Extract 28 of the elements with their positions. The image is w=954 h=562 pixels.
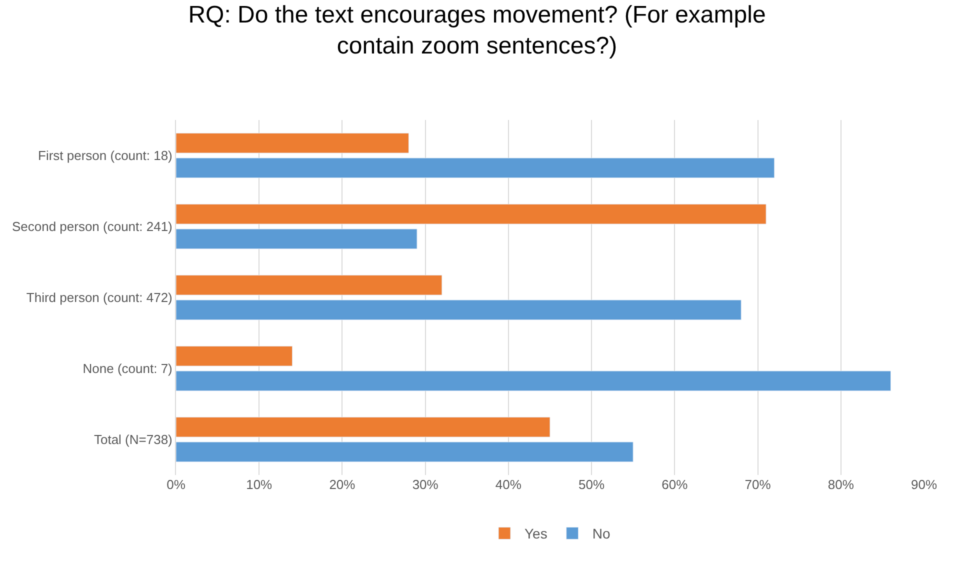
y-tick-label: First person (count: 18)	[38, 148, 172, 164]
bar	[176, 346, 293, 366]
y-tick-label: None (count: 7)	[82, 361, 172, 376]
bar	[176, 442, 634, 462]
legend-label: Yes	[524, 526, 548, 542]
y-tick-label: Third person (count: 472)	[26, 290, 172, 306]
chart-title: RQ: Do the text encourages movement? (For example contain zoom sentences?)	[188, 1, 766, 60]
x-tick-label: 90%	[910, 477, 938, 492]
x-tick-label: 50%	[578, 477, 606, 492]
x-tick-label: 30%	[412, 477, 439, 492]
x-tick-label: 20%	[329, 477, 356, 492]
bar	[176, 300, 742, 320]
bar	[176, 370, 892, 392]
x-tick-label: 10%	[246, 477, 273, 492]
y-tick-label: Total (N=738)	[94, 432, 172, 448]
bar	[176, 158, 775, 178]
x-tick-label: 60%	[662, 477, 688, 492]
legend-label: No	[592, 526, 610, 542]
bar	[176, 204, 766, 224]
x-tick-label: 70%	[744, 477, 772, 492]
x-tick-label: 80%	[828, 477, 854, 492]
bar	[176, 132, 409, 154]
bar	[176, 416, 550, 438]
bar	[176, 228, 418, 250]
x-tick-label: 0%	[166, 477, 186, 492]
x-tick-label: 40%	[495, 477, 522, 492]
bar	[176, 274, 442, 296]
y-tick-label: Second person (count: 241)	[12, 219, 172, 234]
